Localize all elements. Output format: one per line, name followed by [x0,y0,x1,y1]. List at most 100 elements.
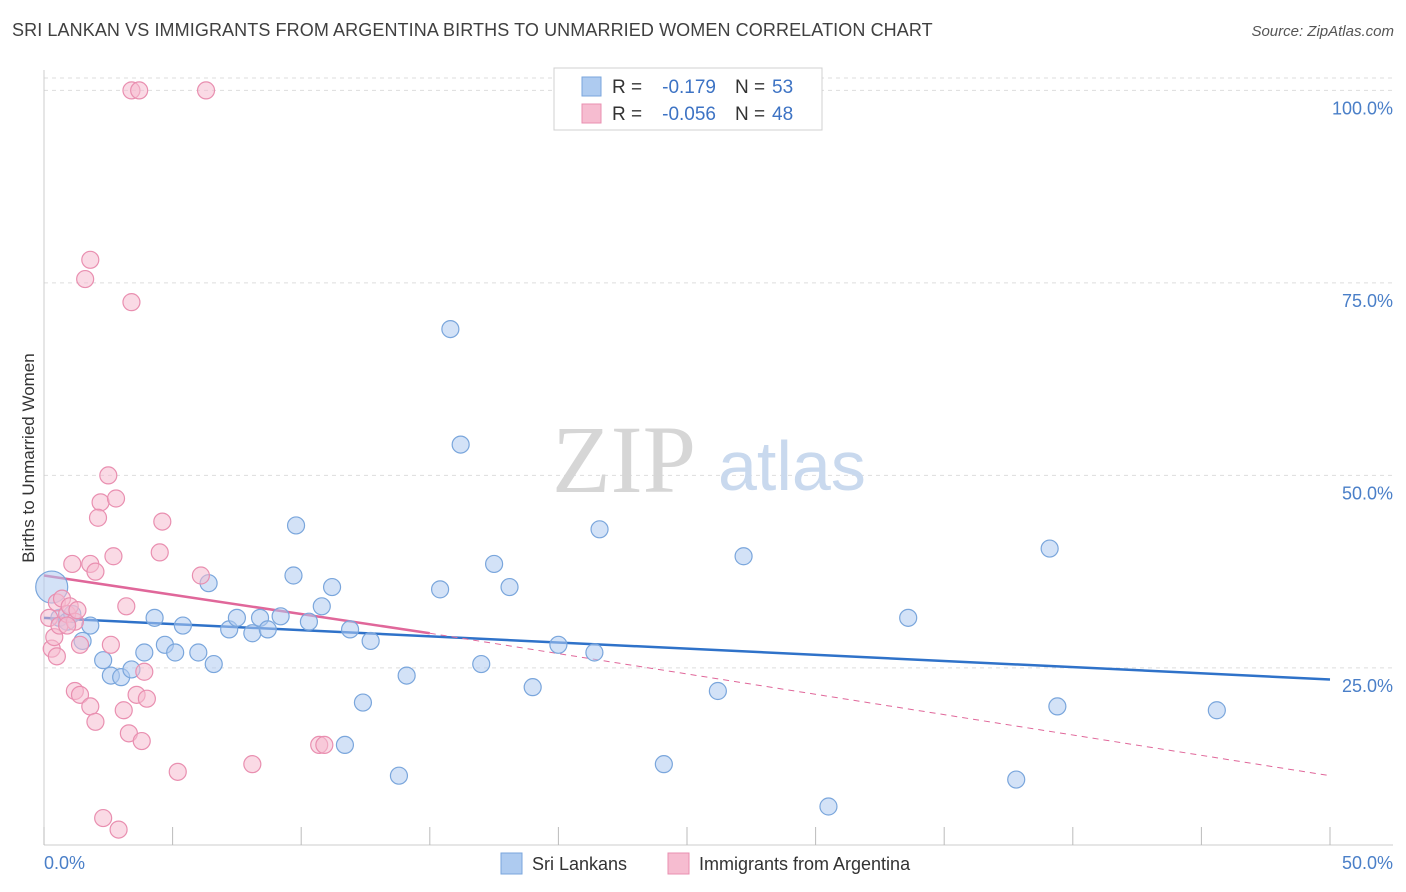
point-argentina [70,685,90,704]
point-argentina [91,493,110,512]
chart-title: SRI LANKAN VS IMMIGRANTS FROM ARGENTINA … [12,20,933,40]
point-sri-lankans [485,554,504,574]
point-sri-lankans [708,681,727,701]
series-legend: Sri Lankans Immigrants from Argentina [500,852,911,875]
legend-swatch-sri-lankans [500,852,523,875]
watermark-zip: ZIP [552,406,696,513]
stats-legend-r-label-1: R = [612,77,642,98]
point-argentina [135,662,154,681]
point-sri-lankans [243,624,262,643]
x-tick-label-min: 0.0% [44,853,85,873]
point-argentina [47,647,66,666]
point-sri-lankans [1007,770,1026,789]
point-sri-lankans [166,643,185,662]
point-sri-lankans [1207,701,1226,720]
point-sri-lankans [286,516,306,535]
watermark: ZIP atlas [552,406,866,513]
point-sri-lankans [523,678,542,697]
stats-legend-n-label-2: N = [735,104,765,125]
point-sri-lankans [430,580,450,599]
point-sri-lankans [361,631,380,651]
point-sri-lankans [500,577,519,597]
point-argentina [70,635,90,654]
point-argentina [191,566,210,585]
point-sri-lankans [353,693,373,712]
y-tick-labels: 25.0% 50.0% 75.0% 100.0% [1332,98,1393,696]
y-tick-label: 50.0% [1342,483,1393,503]
point-argentina [101,635,120,654]
point-sri-lankans [549,635,568,654]
point-sri-lankans [585,643,604,662]
stats-legend-n-label-1: N = [735,77,765,98]
point-sri-lankans [271,607,290,626]
legend-label-sri-lankans: Sri Lankans [532,854,627,874]
trend-lines [43,574,1331,777]
point-argentina [104,547,123,566]
point-argentina [243,755,262,774]
point-sri-lankans [819,797,838,816]
point-argentina [99,466,118,485]
point-sri-lankans [312,597,331,616]
point-argentina [315,735,334,755]
point-argentina [196,81,216,100]
point-sri-lankans [227,608,246,627]
point-sri-lankans [899,608,918,627]
point-argentina [88,508,108,527]
point-sri-lankans [1048,697,1067,716]
stats-legend: R = -0.179 N = 53 R = -0.056 N = 48 [553,67,823,131]
watermark-atlas: atlas [718,427,866,505]
point-sri-lankans [284,566,303,585]
point-argentina [63,554,82,574]
point-sri-lankans [135,643,154,662]
point-sri-lankans [451,435,470,454]
trend-line-argentina [43,574,430,635]
point-sri-lankans [441,320,460,339]
grid-lines [44,77,1393,669]
point-argentina [153,512,172,531]
point-argentina [114,701,133,720]
source-credit: Source: ZipAtlas.com [1251,23,1394,40]
point-argentina [109,820,128,839]
point-sri-lankans [322,577,342,597]
point-sri-lankans [389,766,409,785]
point-sri-lankans [299,612,319,631]
point-sri-lankans [340,620,360,639]
legend-swatch-argentina [667,852,690,875]
point-argentina [132,731,151,751]
stats-legend-swatch-pink [581,103,602,124]
point-sri-lankans [734,547,753,566]
point-argentina [117,597,136,616]
stats-legend-n-value-1: 53 [772,77,793,98]
point-argentina [86,562,105,581]
point-argentina [94,808,113,828]
point-sri-lankans [590,520,609,539]
legend-label-argentina: Immigrants from Argentina [699,854,911,874]
point-argentina [137,689,156,708]
stats-legend-r-label-2: R = [612,104,642,125]
x-tick-label-max: 50.0% [1342,853,1393,873]
point-argentina [81,250,100,269]
point-argentina [58,616,77,635]
stats-legend-n-value-2: 48 [772,104,793,125]
point-argentina [130,81,149,100]
axes [43,70,1393,846]
point-argentina [81,697,100,716]
stats-legend-swatch-blue [581,76,602,97]
point-sri-lankans [204,654,223,674]
point-argentina [168,762,187,781]
y-tick-label: 75.0% [1342,291,1393,311]
point-sri-lankans [189,643,208,662]
y-axis-label: Births to Unmarried Women [19,353,38,562]
point-argentina [68,601,87,620]
data-points [35,81,1226,839]
point-sri-lankans [1040,539,1059,558]
stats-legend-r-value-2: -0.056 [662,104,716,125]
y-tick-label: 25.0% [1342,676,1393,696]
point-sri-lankans [654,755,673,774]
point-sri-lankans [258,620,277,639]
point-sri-lankans [81,616,100,635]
point-sri-lankans [145,608,164,627]
point-sri-lankans [397,666,416,685]
y-tick-label: 100.0% [1332,98,1393,118]
